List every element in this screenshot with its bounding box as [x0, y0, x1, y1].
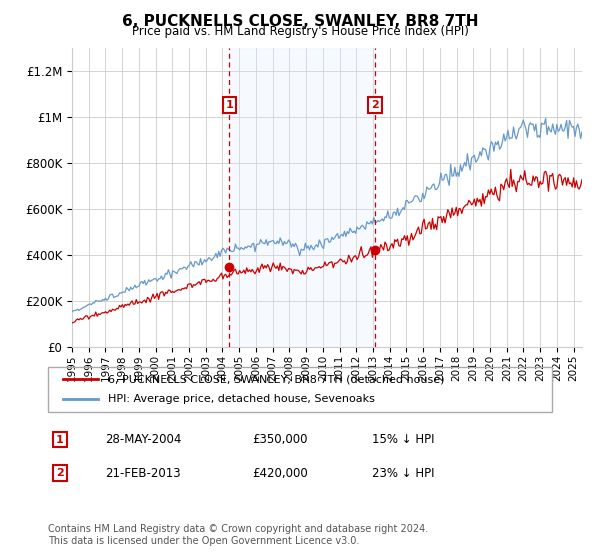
Text: 6, PUCKNELLS CLOSE, SWANLEY, BR8 7TH: 6, PUCKNELLS CLOSE, SWANLEY, BR8 7TH [122, 14, 478, 29]
Text: 1: 1 [56, 435, 64, 445]
Text: 28-MAY-2004: 28-MAY-2004 [105, 433, 181, 446]
Text: Price paid vs. HM Land Registry's House Price Index (HPI): Price paid vs. HM Land Registry's House … [131, 25, 469, 38]
Text: HPI: Average price, detached house, Sevenoaks: HPI: Average price, detached house, Seve… [109, 394, 376, 404]
Text: 2: 2 [371, 100, 379, 110]
Text: 6, PUCKNELLS CLOSE, SWANLEY, BR8 7TH (detached house): 6, PUCKNELLS CLOSE, SWANLEY, BR8 7TH (de… [109, 374, 445, 384]
Text: £420,000: £420,000 [252, 466, 308, 480]
Bar [229, 48, 375, 347]
Text: 15% ↓ HPI: 15% ↓ HPI [372, 433, 434, 446]
Text: 1: 1 [226, 100, 233, 110]
Text: 23% ↓ HPI: 23% ↓ HPI [372, 466, 434, 480]
Text: 2: 2 [56, 468, 64, 478]
Text: £350,000: £350,000 [252, 433, 308, 446]
Text: Contains HM Land Registry data © Crown copyright and database right 2024.
This d: Contains HM Land Registry data © Crown c… [48, 524, 428, 546]
Text: 21-FEB-2013: 21-FEB-2013 [105, 466, 181, 480]
